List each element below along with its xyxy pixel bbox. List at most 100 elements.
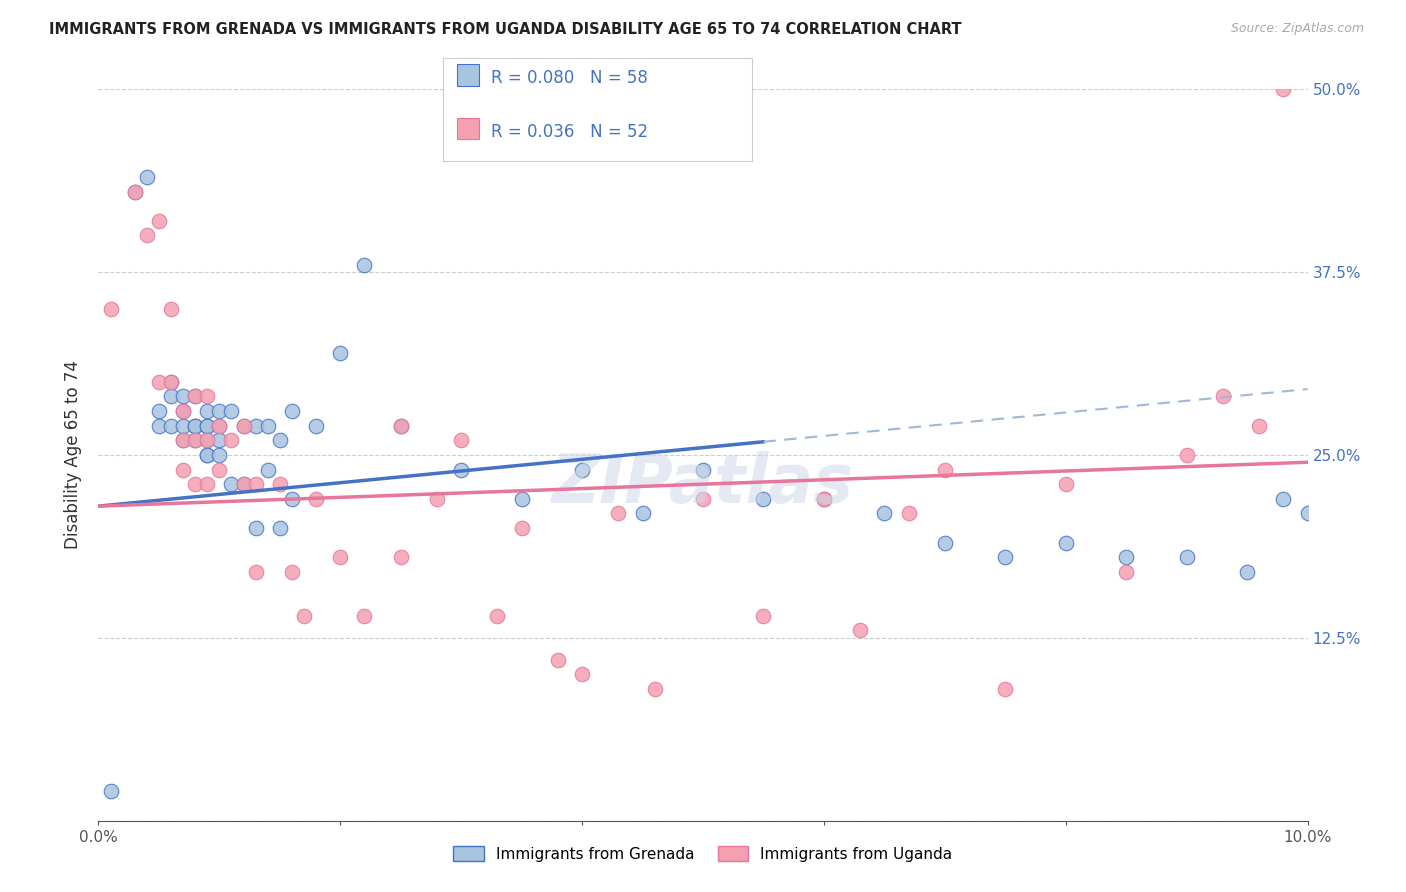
Point: [208, 418, 231, 433]
Point: [184, 418, 207, 433]
Point: [450, 462, 472, 476]
Point: [195, 389, 218, 403]
Point: [124, 185, 146, 199]
Point: [172, 404, 194, 418]
Point: [232, 477, 254, 491]
Text: ZIPatlas: ZIPatlas: [553, 451, 853, 517]
Point: [184, 389, 207, 403]
Point: [305, 418, 328, 433]
Point: [135, 169, 157, 184]
Point: [172, 404, 194, 418]
Point: [934, 462, 956, 476]
Point: [172, 462, 194, 476]
Point: [1175, 448, 1198, 462]
Point: [195, 448, 218, 462]
Point: [1115, 565, 1137, 579]
Point: [486, 608, 509, 623]
Point: [571, 667, 593, 681]
Point: [281, 491, 304, 506]
Point: [353, 608, 375, 623]
Point: [148, 418, 170, 433]
Legend: Immigrants from Grenada, Immigrants from Uganda: Immigrants from Grenada, Immigrants from…: [447, 839, 959, 868]
Point: [752, 491, 775, 506]
Point: [100, 301, 122, 316]
Point: [195, 434, 218, 448]
Point: [195, 434, 218, 448]
Point: [245, 477, 267, 491]
Point: [897, 507, 920, 521]
Point: [281, 565, 304, 579]
Point: [692, 491, 714, 506]
Point: [245, 521, 267, 535]
Point: [547, 653, 569, 667]
Point: [389, 418, 412, 433]
Point: [934, 535, 956, 549]
Point: [1236, 565, 1258, 579]
Text: R = 0.080   N = 58: R = 0.080 N = 58: [491, 70, 648, 87]
Point: [184, 418, 207, 433]
Point: [426, 491, 449, 506]
Point: [195, 448, 218, 462]
Point: [160, 375, 183, 389]
Point: [1296, 507, 1319, 521]
Point: [172, 389, 194, 403]
Text: IMMIGRANTS FROM GRENADA VS IMMIGRANTS FROM UGANDA DISABILITY AGE 65 TO 74 CORREL: IMMIGRANTS FROM GRENADA VS IMMIGRANTS FR…: [49, 22, 962, 37]
Point: [873, 507, 896, 521]
Point: [195, 477, 218, 491]
Text: R = 0.036   N = 52: R = 0.036 N = 52: [491, 123, 648, 141]
Point: [752, 608, 775, 623]
Point: [269, 434, 291, 448]
Point: [256, 418, 278, 433]
Point: [269, 477, 291, 491]
Point: [1054, 535, 1077, 549]
Point: [292, 608, 315, 623]
Point: [160, 389, 183, 403]
Point: [510, 491, 533, 506]
Point: [1212, 389, 1234, 403]
Point: [813, 491, 835, 506]
Point: [124, 185, 146, 199]
Point: [305, 491, 328, 506]
Point: [208, 418, 231, 433]
Text: Source: ZipAtlas.com: Source: ZipAtlas.com: [1230, 22, 1364, 36]
Point: [172, 418, 194, 433]
Point: [208, 434, 231, 448]
Point: [221, 477, 243, 491]
Point: [644, 681, 666, 696]
Point: [329, 345, 352, 359]
Point: [184, 389, 207, 403]
Point: [232, 477, 254, 491]
Point: [281, 404, 304, 418]
Point: [353, 258, 375, 272]
Point: [256, 462, 278, 476]
Point: [1115, 550, 1137, 565]
Point: [184, 434, 207, 448]
Point: [571, 462, 593, 476]
Point: [232, 418, 254, 433]
Point: [208, 404, 231, 418]
Point: [195, 404, 218, 418]
Point: [1175, 550, 1198, 565]
Point: [994, 550, 1017, 565]
Point: [389, 418, 412, 433]
Point: [208, 462, 231, 476]
Point: [232, 418, 254, 433]
Point: [172, 434, 194, 448]
Point: [1272, 491, 1295, 506]
Point: [160, 418, 183, 433]
Point: [813, 491, 835, 506]
Point: [135, 228, 157, 243]
Point: [1272, 82, 1295, 96]
Point: [450, 434, 472, 448]
Point: [100, 784, 122, 798]
Point: [1054, 477, 1077, 491]
Point: [245, 565, 267, 579]
Point: [607, 507, 630, 521]
Point: [148, 214, 170, 228]
Point: [329, 550, 352, 565]
Point: [269, 521, 291, 535]
Point: [221, 404, 243, 418]
Y-axis label: Disability Age 65 to 74: Disability Age 65 to 74: [65, 360, 83, 549]
Point: [1249, 418, 1271, 433]
Point: [510, 521, 533, 535]
